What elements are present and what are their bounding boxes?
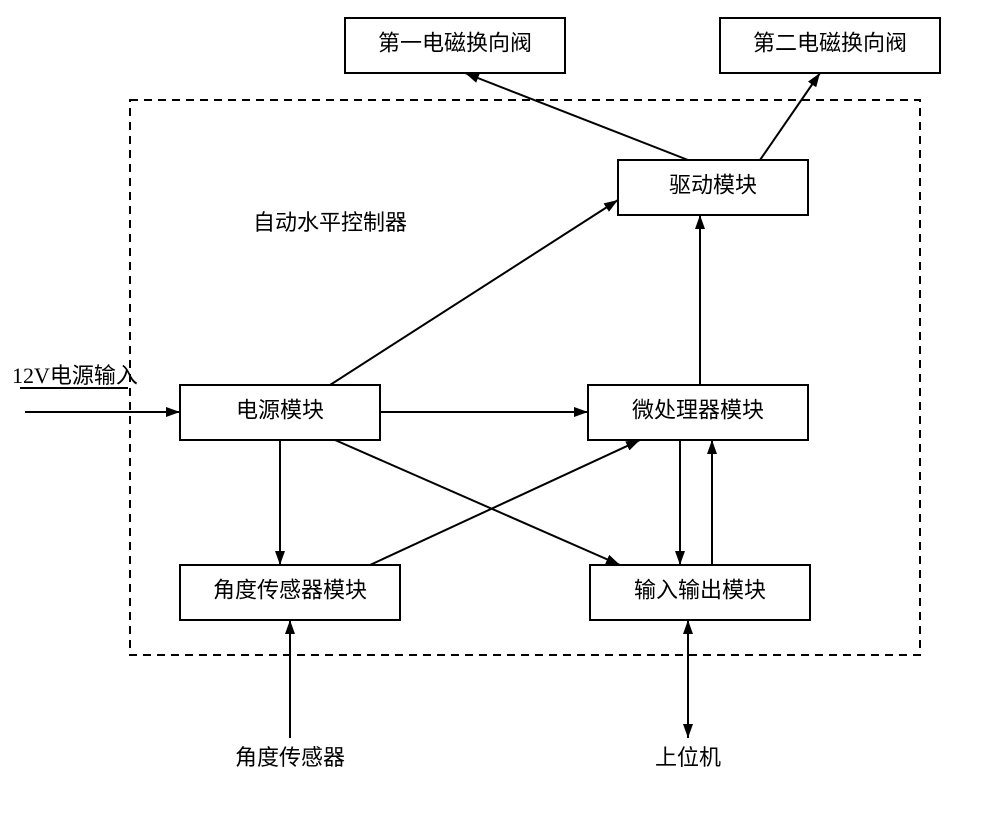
- text-angleSensor: 角度传感器: [235, 745, 345, 770]
- text-hostPC: 上位机: [655, 745, 721, 770]
- text-controllerTitle: 自动水平控制器: [253, 210, 407, 235]
- node-valve2-label: 第二电磁换向阀: [753, 31, 907, 56]
- edge-power-to-io: [335, 440, 620, 565]
- node-driver-label: 驱动模块: [669, 173, 757, 198]
- node-power-label: 电源模块: [236, 398, 324, 423]
- text-powerIn: 12V电源输入: [12, 363, 138, 388]
- node-angleMod-label: 角度传感器模块: [213, 578, 367, 603]
- node-mcu-label: 微处理器模块: [632, 398, 764, 423]
- node-io-label: 输入输出模块: [634, 578, 766, 603]
- edge-driver-to-valve1: [465, 73, 688, 160]
- edge-angle-to-mcu: [370, 440, 640, 565]
- edge-driver-to-valve2: [760, 73, 820, 160]
- node-valve1-label: 第一电磁换向阀: [378, 31, 532, 56]
